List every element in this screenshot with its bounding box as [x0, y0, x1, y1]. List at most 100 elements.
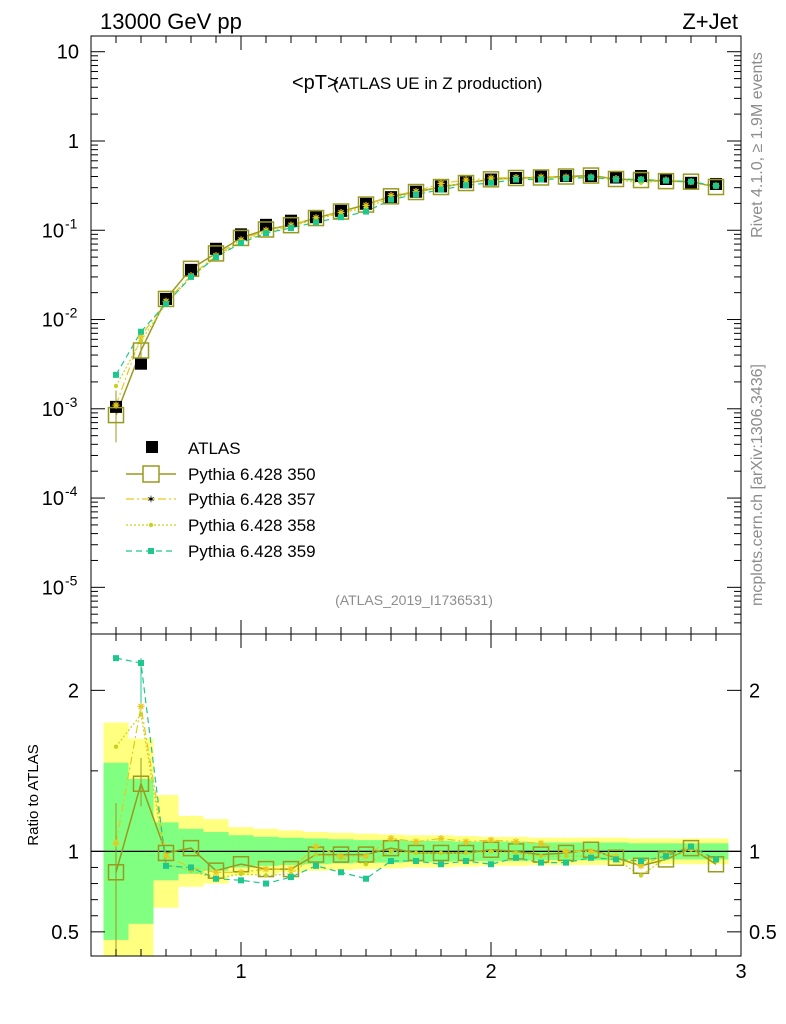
ratio-point-p358-0: [113, 744, 119, 749]
main-point-p357-14: [462, 176, 470, 184]
ratio-ytick-label-right-2: 2: [749, 680, 760, 702]
ratio-point-p358-6: [263, 873, 269, 878]
ratio-xtick-label-2: 3: [735, 961, 746, 983]
main-point-p359-0: [113, 371, 119, 378]
ratio-point-p359-13: [438, 861, 444, 868]
legend-p350-marker: [142, 465, 160, 483]
main-point-p359-3: [188, 273, 194, 280]
main-ytick-label-5: 10: [42, 488, 64, 510]
main-point-p350-24: [707, 178, 725, 196]
main-point-p350-20: [607, 170, 625, 188]
main-point-p350-16: [507, 169, 525, 187]
main-point-p359-14: [463, 182, 469, 189]
analysis-id: (ATLAS_2019_I1736531): [335, 592, 493, 608]
main-point-p350-6: [257, 221, 275, 238]
main-point-p359-16: [513, 176, 519, 183]
ratio-point-p359-20: [613, 856, 619, 863]
ratio-point-p357-1: [137, 702, 145, 710]
main-ytick-exp-5: -4: [65, 483, 78, 499]
main-point-p350-8: [307, 209, 325, 227]
main-point-atlas-1: [135, 357, 147, 370]
main-point-p350-12: [407, 183, 425, 201]
main-ytick-label-1: 1: [68, 131, 79, 153]
energy-label: 13000 GeV pp: [100, 9, 242, 34]
ratio-ytick-label-right-1: 1: [749, 841, 760, 863]
ratio-point-p358-12: [413, 850, 419, 856]
ratio-point-p350-13: [432, 844, 450, 862]
main-point-p359-10: [363, 208, 369, 215]
ratio-point-p358-10: [363, 862, 369, 867]
main-point-p350-17: [532, 169, 550, 186]
main-point-atlas-5: [235, 228, 247, 241]
main-ytick-label-3: 10: [42, 310, 64, 332]
main-ytick-label-2: 10: [42, 220, 64, 242]
legend-p359-marker: [148, 548, 154, 554]
ratio-point-p359-8: [313, 862, 319, 869]
main-point-p359-22: [663, 177, 669, 184]
main-point-p350-15: [482, 171, 500, 188]
main-point-p358-1: [138, 338, 144, 343]
ratio-point-p359-23: [688, 843, 694, 850]
ratio-point-p357-4: [212, 868, 220, 876]
main-ytick-exp-6: -5: [65, 572, 78, 588]
main-point-p350-22: [657, 172, 675, 190]
legend-p357-marker: ✶: [146, 494, 155, 506]
legend-atlas-marker: [146, 441, 158, 453]
ratio-point-p350-0: [107, 864, 125, 881]
main-point-p359-5: [238, 239, 244, 246]
side-version-label: Rivet 4.1.0, ≥ 1.9M events: [749, 52, 766, 238]
main-point-p359-4: [213, 254, 219, 261]
plot-title-suffix: (ATLAS UE in Z production): [333, 74, 542, 93]
ratio-xtick-label-1: 2: [485, 961, 496, 983]
main-point-p359-9: [338, 214, 344, 221]
ratio-point-p358-1: [138, 712, 144, 717]
main-point-p350-18: [557, 168, 575, 185]
ratio-point-p358-21: [638, 873, 644, 878]
ratio-point-p357-18: [562, 847, 570, 855]
ratio-point-p359-1: [138, 659, 144, 666]
ratio-point-p359-9: [338, 869, 344, 876]
main-point-p350-11: [382, 188, 400, 205]
main-point-p357-0: [112, 401, 120, 409]
ratio-point-p358-5: [238, 871, 244, 877]
ratio-point-p359-14: [463, 858, 469, 865]
ratio-point-p358-14: [463, 850, 469, 856]
main-point-p350-1: [132, 342, 150, 359]
ratio-point-p350-2: [157, 844, 175, 862]
ratio-ylabel: Ratio to ATLAS: [25, 744, 42, 845]
ratio-point-p357-11: [387, 834, 395, 842]
main-point-p350-21: [632, 171, 650, 189]
ratio-point-p358-17: [538, 853, 544, 859]
main-ytick-exp-3: -2: [65, 305, 78, 321]
main-point-p359-12: [413, 191, 419, 198]
ratio-point-p359-11: [388, 858, 394, 865]
ratio-point-p359-12: [413, 858, 419, 865]
main-line-p359: [115, 176, 717, 376]
ratio-ytick-label-left-2: 2: [68, 680, 79, 702]
legend-atlas-label: ATLAS: [188, 439, 241, 458]
ratio-ytick-label-right-0: 0.5: [749, 922, 777, 944]
ratio-frame: [90, 633, 742, 957]
ratio-point-p357-10: [362, 852, 370, 860]
main-point-atlas-3: [185, 263, 197, 276]
ratio-point-p359-15: [488, 861, 494, 868]
ratio-point-p357-8: [312, 843, 320, 851]
main-line-p357: [115, 176, 717, 406]
main-point-p359-15: [488, 179, 494, 186]
main-ytick-exp-4: -3: [65, 394, 78, 410]
main-data-layer: [107, 167, 725, 443]
main-point-p350-19: [582, 167, 600, 184]
plot-title: <pT>: [292, 72, 339, 94]
ratio-ytick-label-left-1: 1: [68, 841, 79, 863]
legend-p350-label: Pythia 6.428 350: [188, 465, 316, 484]
side-source-label: mcplots.cern.ch [arXiv:1306.3436]: [749, 364, 766, 606]
ratio-point-p358-16: [513, 850, 519, 856]
main-point-p350-13: [432, 178, 450, 196]
legend-p359-label: Pythia 6.428 359: [188, 542, 316, 561]
main-point-p359-21: [638, 176, 644, 183]
ratio-point-p357-6: [262, 865, 270, 873]
ratio-point-p357-13: [437, 834, 445, 842]
main-point-p359-6: [263, 230, 269, 237]
